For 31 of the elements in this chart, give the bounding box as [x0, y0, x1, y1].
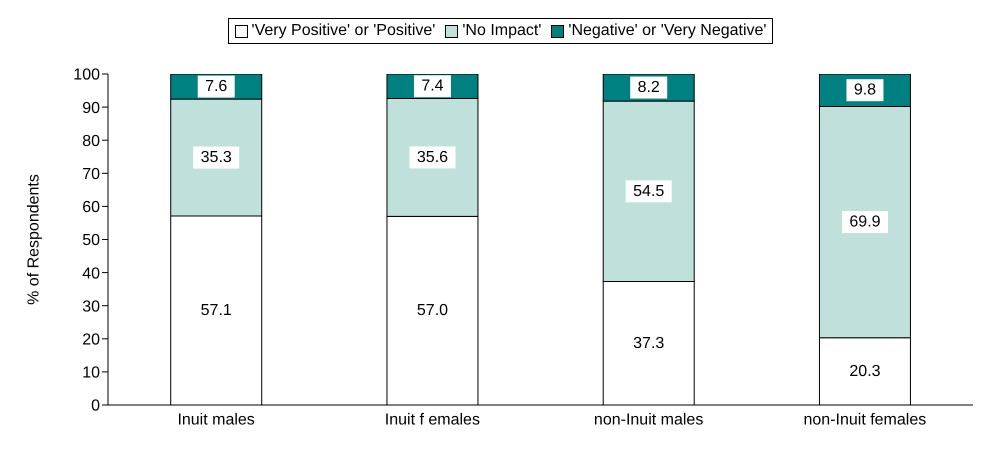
data-label: 35.3	[200, 149, 232, 166]
y-tick-label: 20	[82, 331, 100, 348]
y-tick-label: 100	[73, 66, 100, 84]
x-tick-label: Inuit f emales	[384, 411, 480, 428]
y-tick-label: 30	[82, 298, 100, 316]
y-tick-label: 10	[82, 364, 100, 382]
legend-label: 'Negative' or 'Very Negative'	[567, 22, 766, 40]
x-tick-label: non-Inuit males	[594, 411, 704, 428]
data-label: 37.3	[633, 334, 664, 352]
data-label: 69.9	[849, 214, 881, 231]
data-label: 7.4	[421, 78, 444, 95]
y-tick-label: 50	[82, 232, 100, 250]
data-label: 57.0	[416, 302, 448, 320]
data-label: 54.5	[633, 182, 664, 200]
data-label: 9.8	[854, 82, 876, 99]
y-tick-label: 40	[82, 265, 100, 282]
x-tick-label: Inuit males	[177, 411, 255, 428]
data-label: 20.3	[849, 362, 881, 380]
data-label: 57.1	[200, 302, 232, 319]
y-tick-label: 0	[91, 398, 100, 415]
y-tick-label: 70	[82, 166, 100, 183]
data-label: 7.6	[205, 78, 228, 96]
y-tick-label: 60	[82, 199, 100, 216]
y-tick-label: 80	[82, 132, 100, 150]
legend-label: 'Very Positive' or 'Positive'	[250, 22, 436, 40]
x-tick-label: non-Inuit females	[804, 411, 926, 428]
legend-label: 'No Impact'	[461, 22, 542, 40]
y-axis-title: % of Respondents	[26, 174, 43, 305]
y-tick-label: 90	[82, 100, 100, 117]
data-label: 35.6	[416, 148, 448, 166]
data-label: 8.2	[638, 79, 660, 96]
